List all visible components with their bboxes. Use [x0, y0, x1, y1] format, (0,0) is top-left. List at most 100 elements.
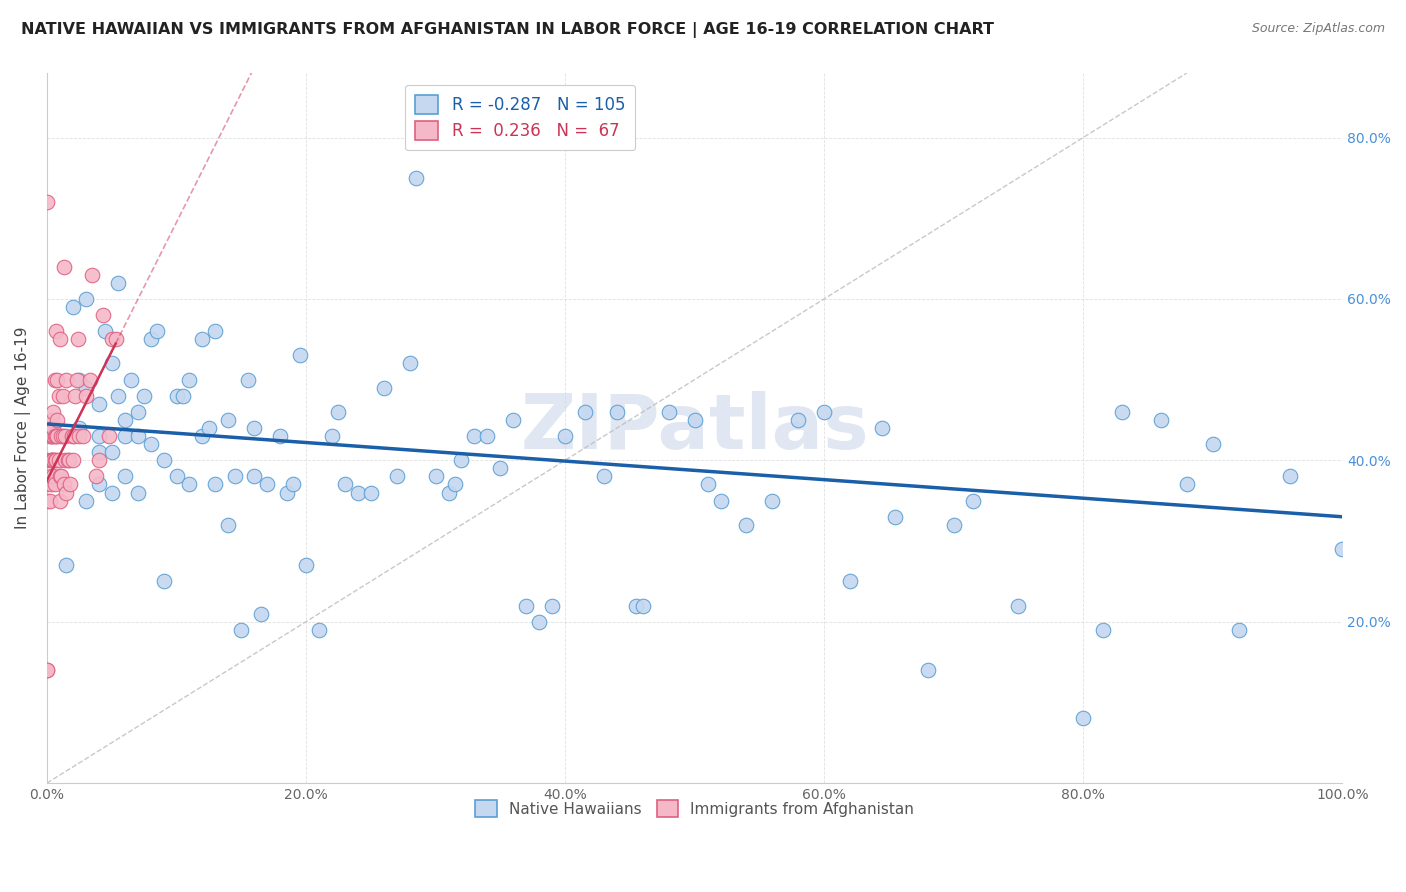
Text: Source: ZipAtlas.com: Source: ZipAtlas.com — [1251, 22, 1385, 36]
Point — [62, 300, 84, 314]
Point — [39, 453, 62, 467]
Point — [51, 469, 73, 483]
Point — [48, 453, 70, 467]
Point — [42, 453, 65, 467]
Point — [52, 477, 75, 491]
Point — [46, 429, 69, 443]
Point — [75, 381, 97, 395]
Point — [1279, 469, 1302, 483]
Text: NATIVE HAWAIIAN VS IMMIGRANTS FROM AFGHANISTAN IN LABOR FORCE | AGE 16-19 CORREL: NATIVE HAWAIIAN VS IMMIGRANTS FROM AFGHA… — [21, 22, 994, 38]
Point — [45, 453, 67, 467]
Point — [761, 493, 783, 508]
Point — [42, 469, 65, 483]
Point — [41, 429, 63, 443]
Point — [67, 373, 90, 387]
Y-axis label: In Labor Force | Age 16-19: In Labor Force | Age 16-19 — [15, 326, 31, 529]
Point — [67, 429, 90, 443]
Point — [35, 477, 58, 491]
Point — [962, 493, 984, 508]
Point — [75, 389, 97, 403]
Point — [224, 469, 246, 483]
Point — [541, 599, 564, 613]
Point — [1175, 477, 1198, 491]
Point — [42, 429, 65, 443]
Point — [269, 429, 291, 443]
Point — [631, 599, 654, 613]
Point — [60, 429, 83, 443]
Point — [107, 389, 129, 403]
Text: ZIPatlas: ZIPatlas — [520, 391, 869, 465]
Point — [134, 389, 156, 403]
Point — [84, 469, 107, 483]
Point — [41, 413, 63, 427]
Point — [626, 599, 648, 613]
Point — [44, 477, 66, 491]
Point — [243, 469, 266, 483]
Point — [39, 477, 62, 491]
Point — [53, 429, 76, 443]
Point — [35, 453, 58, 467]
Point — [52, 260, 75, 274]
Point — [191, 429, 214, 443]
Point — [179, 373, 201, 387]
Point — [146, 324, 169, 338]
Point — [152, 574, 174, 589]
Point — [87, 445, 110, 459]
Point — [593, 469, 616, 483]
Point — [1202, 437, 1225, 451]
Point — [139, 332, 162, 346]
Point — [127, 429, 149, 443]
Point — [51, 429, 73, 443]
Point — [63, 429, 86, 443]
Point — [44, 373, 66, 387]
Point — [91, 308, 114, 322]
Point — [489, 461, 512, 475]
Point — [360, 485, 382, 500]
Point — [100, 356, 122, 370]
Point — [100, 485, 122, 500]
Point — [477, 429, 499, 443]
Point — [405, 170, 427, 185]
Point — [41, 453, 63, 467]
Point — [41, 421, 63, 435]
Point — [66, 373, 89, 387]
Point — [527, 615, 550, 629]
Point — [166, 469, 188, 483]
Point — [45, 429, 67, 443]
Point — [288, 348, 311, 362]
Point — [606, 405, 628, 419]
Point — [42, 421, 65, 435]
Point — [276, 485, 298, 500]
Point — [51, 389, 73, 403]
Point — [87, 429, 110, 443]
Point — [1091, 623, 1114, 637]
Point — [49, 493, 72, 508]
Point — [463, 429, 485, 443]
Point — [41, 453, 63, 467]
Point — [55, 373, 77, 387]
Point — [87, 453, 110, 467]
Point — [38, 493, 60, 508]
Point — [515, 599, 537, 613]
Point — [45, 324, 67, 338]
Point — [65, 389, 87, 403]
Point — [884, 509, 907, 524]
Point — [1007, 599, 1029, 613]
Point — [236, 373, 259, 387]
Point — [114, 429, 136, 443]
Point — [735, 517, 758, 532]
Point — [100, 332, 122, 346]
Point — [243, 421, 266, 435]
Point — [49, 469, 72, 483]
Point — [373, 381, 395, 395]
Point — [62, 453, 84, 467]
Point — [1111, 405, 1133, 419]
Point — [502, 413, 524, 427]
Point — [437, 485, 460, 500]
Point — [813, 405, 835, 419]
Point — [58, 453, 80, 467]
Point — [94, 324, 117, 338]
Point — [683, 413, 706, 427]
Point — [554, 429, 576, 443]
Point — [104, 332, 127, 346]
